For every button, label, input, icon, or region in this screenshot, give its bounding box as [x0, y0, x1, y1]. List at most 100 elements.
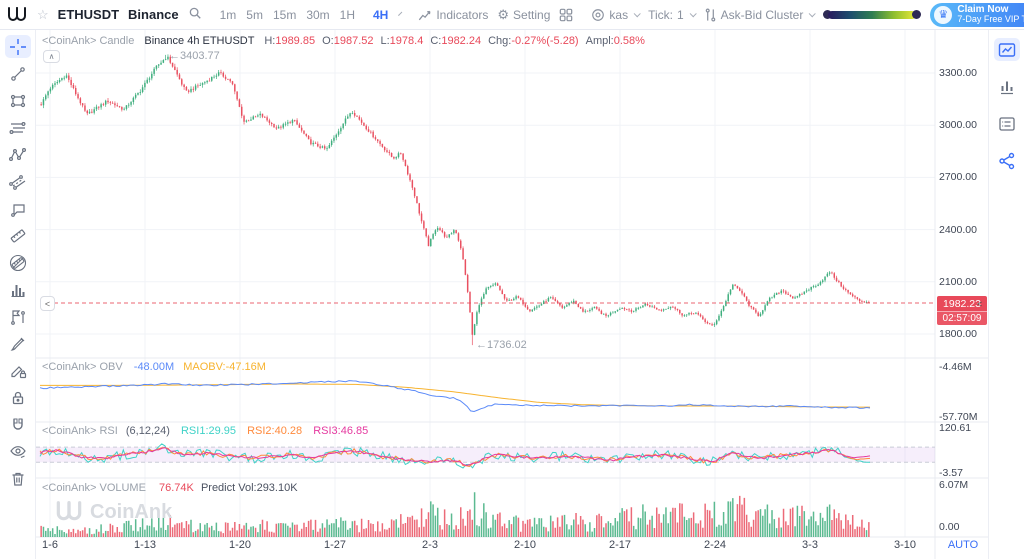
- tool-ruler[interactable]: [5, 224, 31, 247]
- panel-order-list[interactable]: [994, 112, 1020, 135]
- chevron-down-icon[interactable]: [398, 11, 403, 16]
- legend-label: Chg:: [488, 35, 512, 47]
- timeframe-1m[interactable]: 1m: [219, 7, 237, 22]
- time-tick: 3-3: [802, 539, 818, 551]
- timeframe-30m[interactable]: 30m: [306, 7, 330, 22]
- time-tick: 2-24: [703, 539, 727, 551]
- panel-toolbar: [988, 30, 1024, 559]
- symbol-name[interactable]: ETHUSDT: [57, 7, 120, 22]
- scroll-left-button[interactable]: <: [40, 296, 55, 311]
- rsi-pane-header[interactable]: <CoinAnk> RSI (6,12,24) RSI1:29.95 RSI2:…: [42, 425, 369, 437]
- tool-trend-line[interactable]: [5, 62, 31, 85]
- volume-pane-header[interactable]: <CoinAnk> VOLUME 76.74K Predict Vol:293.…: [42, 482, 298, 494]
- low-annotation: ←1736.02: [476, 339, 527, 351]
- last-price-badge[interactable]: 1982.23 02:57:09: [937, 296, 987, 325]
- timeframe-list: 1m 5m 15m 30m 1H: [220, 8, 355, 22]
- panel-share[interactable]: [994, 149, 1020, 172]
- obv-axis-tick: -4.46M: [939, 361, 972, 373]
- legend-value: 1989.85: [275, 35, 316, 47]
- vip-badge-icon: ♛: [934, 5, 953, 24]
- tool-edit-lock[interactable]: [5, 359, 31, 382]
- price-tick: 3300.00: [939, 67, 977, 79]
- legend-label: L:: [380, 35, 390, 47]
- tool-brush[interactable]: [5, 332, 31, 355]
- favorite-star-icon[interactable]: ☆: [37, 6, 49, 22]
- tool-measure-off[interactable]: [5, 251, 31, 274]
- exchange-name[interactable]: Binance: [128, 7, 179, 22]
- panel-depth-bars[interactable]: [994, 75, 1020, 98]
- watermark: CoinAnk: [54, 500, 172, 524]
- coinank-watermark-icon: [56, 501, 82, 521]
- tool-xabcd-pattern[interactable]: [5, 143, 31, 166]
- ask-bid-cluster-dropdown[interactable]: Ask-Bid Cluster: [704, 8, 817, 22]
- legend-label: C:: [430, 35, 442, 47]
- heatmap-gradient-scale[interactable]: [823, 10, 922, 19]
- obv-pane-header[interactable]: <CoinAnk> OBV -48.00M MAOBV:-47.16M: [42, 361, 266, 373]
- time-tick: 1-20: [228, 539, 252, 551]
- time-tick: 1-6: [42, 539, 58, 551]
- legend-label: Ampl:: [585, 35, 614, 47]
- chevron-down-icon: [633, 10, 641, 18]
- cluster-icon: [705, 8, 715, 21]
- gradient-start-dot: [823, 10, 833, 19]
- tool-rectangle[interactable]: [5, 89, 31, 112]
- price-tick: 2100.00: [939, 275, 977, 288]
- price-tick: 2400.00: [939, 223, 977, 236]
- tool-parallel-lines[interactable]: [5, 116, 31, 139]
- collapse-axis-arrow[interactable]: <: [977, 299, 983, 309]
- tool-delete[interactable]: [5, 467, 31, 490]
- chevron-down-icon: [809, 10, 817, 18]
- layout-grid-icon[interactable]: [559, 8, 573, 22]
- time-tick: 2-17: [608, 539, 632, 551]
- candlestick-chart[interactable]: [36, 30, 988, 559]
- chevron-down-icon: [689, 10, 697, 18]
- tool-flag-marker[interactable]: [5, 305, 31, 328]
- ohlc-legend: <CoinAnk> Candle Binance 4h ETHUSDT H:19…: [42, 35, 645, 47]
- setting-button[interactable]: ⚙ Setting: [497, 7, 551, 22]
- timeframe-5m[interactable]: 5m: [246, 7, 263, 22]
- timeframe-1h[interactable]: 1H: [339, 7, 355, 22]
- compare-symbol-dropdown[interactable]: kas: [591, 8, 641, 22]
- claim-vip-button[interactable]: ♛ Claim Now 7-Day Free VIP Trial: [930, 2, 1024, 27]
- tool-parallel-channel[interactable]: [5, 170, 31, 193]
- tool-hide-drawings[interactable]: [5, 440, 31, 463]
- price-tick: 2700.00: [939, 171, 977, 184]
- legend-label: H:: [264, 35, 276, 47]
- aperture-icon: [592, 8, 605, 21]
- high-annotation: ←3403.77: [169, 50, 220, 62]
- volume-axis-tick: 0.00: [939, 521, 960, 533]
- gradient-bar: [828, 10, 917, 19]
- tool-histogram[interactable]: [5, 278, 31, 301]
- search-icon[interactable]: [188, 6, 202, 23]
- tick-dropdown[interactable]: Tick: 1: [648, 8, 697, 22]
- legend-value: -0.27%(-5.28): [511, 35, 579, 47]
- topbar: ☆ ETHUSDT Binance 1m 5m 15m 30m 1H 4H Indica…: [0, 0, 1024, 30]
- indicators-button[interactable]: Indicators: [418, 8, 488, 22]
- collapse-pane-button[interactable]: ∧: [43, 50, 60, 63]
- timeframe-15m[interactable]: 15m: [272, 7, 297, 22]
- candle-countdown: 02:57:09: [937, 311, 987, 325]
- time-tick: 2-3: [422, 539, 438, 551]
- auto-scale-button[interactable]: AUTO: [947, 539, 979, 551]
- time-tick: 1-13: [133, 539, 157, 551]
- legend-value: 1982.24: [441, 35, 482, 47]
- time-tick: 2-10: [513, 539, 537, 551]
- obv-axis-tick: -57.70M: [939, 411, 978, 423]
- tool-callout[interactable]: [5, 197, 31, 220]
- chart-area: <CoinAnk> Candle Binance 4h ETHUSDT H:19…: [36, 30, 988, 559]
- last-price-value: 1982.23: [937, 296, 987, 311]
- timeframe-4h[interactable]: 4H: [373, 7, 389, 22]
- gear-icon: ⚙: [497, 7, 510, 22]
- tool-lock[interactable]: [5, 386, 31, 409]
- tool-magnet[interactable]: [5, 413, 31, 436]
- rsi-axis-tick: 120.61: [939, 422, 972, 434]
- drawing-toolbar: [0, 30, 36, 559]
- coinank-logo-icon[interactable]: [6, 6, 28, 24]
- tool-crosshair[interactable]: [4, 35, 31, 58]
- gradient-end-dot: [912, 10, 922, 19]
- time-tick: 3-10: [893, 539, 917, 551]
- legend-value: 0.58%: [613, 35, 645, 47]
- panel-chart-panel[interactable]: [993, 38, 1020, 61]
- legend-value: 1987.52: [333, 35, 374, 47]
- time-tick: 1-27: [323, 539, 347, 551]
